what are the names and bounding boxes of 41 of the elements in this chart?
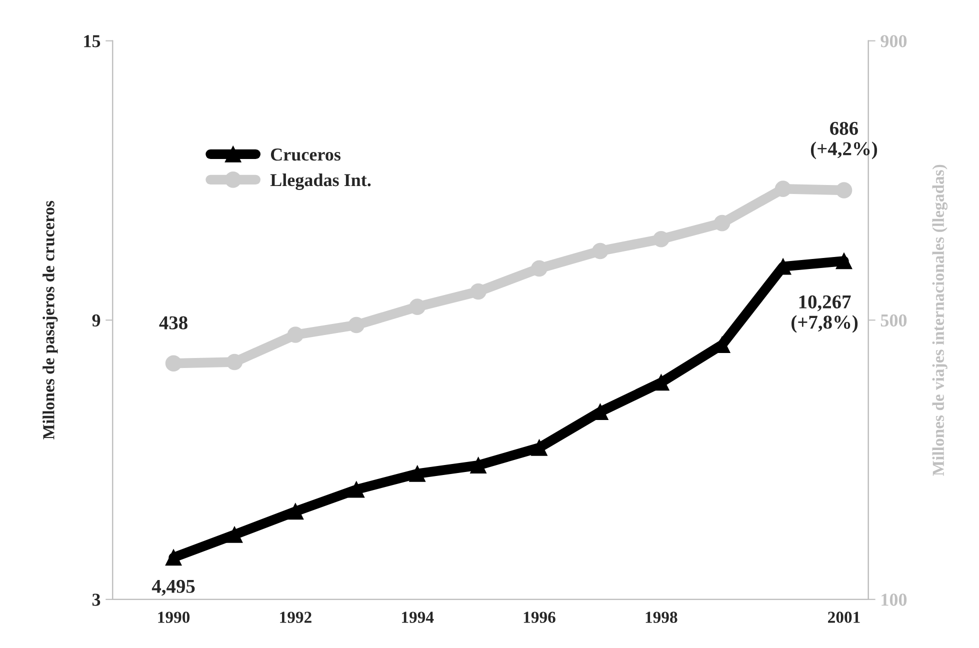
x-tick-label: 1998 — [646, 612, 678, 623]
point — [531, 439, 548, 456]
point — [226, 526, 243, 543]
point — [470, 283, 486, 300]
point — [774, 180, 792, 198]
annotation: 438 — [159, 316, 188, 330]
point — [409, 298, 426, 316]
x-tick-label: 2001 — [828, 612, 860, 623]
x-tick-label: 1990 — [158, 612, 190, 623]
point — [287, 503, 304, 520]
point — [836, 252, 852, 270]
y-tick-label: 15 — [84, 35, 100, 48]
y2-tick-label: 900 — [880, 35, 907, 48]
y-tick-label: 9 — [92, 314, 100, 327]
x-tick-label: 1994 — [402, 612, 434, 623]
legend-label: Cruceros — [270, 148, 341, 161]
point — [287, 326, 304, 343]
point — [652, 374, 670, 391]
annotation: 4,495 — [152, 580, 195, 596]
annotation: 10,267 (+7,8%) — [792, 295, 858, 333]
point — [836, 182, 852, 198]
point — [470, 457, 486, 474]
y2-axis-title: Millones de viajes internacionales (llegadas) — [932, 164, 948, 476]
point — [348, 481, 365, 498]
y2-tick-label: 500 — [880, 314, 907, 327]
point — [409, 466, 426, 482]
y2-tick-label: 100 — [882, 594, 907, 606]
legend-label: Llegadas Int. — [270, 173, 371, 190]
point — [592, 242, 608, 260]
point — [165, 355, 182, 372]
y-tick-label: 3 — [92, 594, 100, 606]
annotation: 686 (+4,2%) — [810, 122, 878, 160]
x-tick-label: 1996 — [524, 612, 556, 623]
point — [226, 354, 243, 370]
x-tick-label: 1992 — [280, 612, 312, 623]
y-axis-title: Millones de pasajeros de cruceros — [42, 200, 58, 440]
point — [348, 316, 365, 334]
point — [531, 260, 548, 277]
point — [714, 214, 730, 232]
point — [652, 230, 670, 248]
point — [165, 549, 182, 566]
